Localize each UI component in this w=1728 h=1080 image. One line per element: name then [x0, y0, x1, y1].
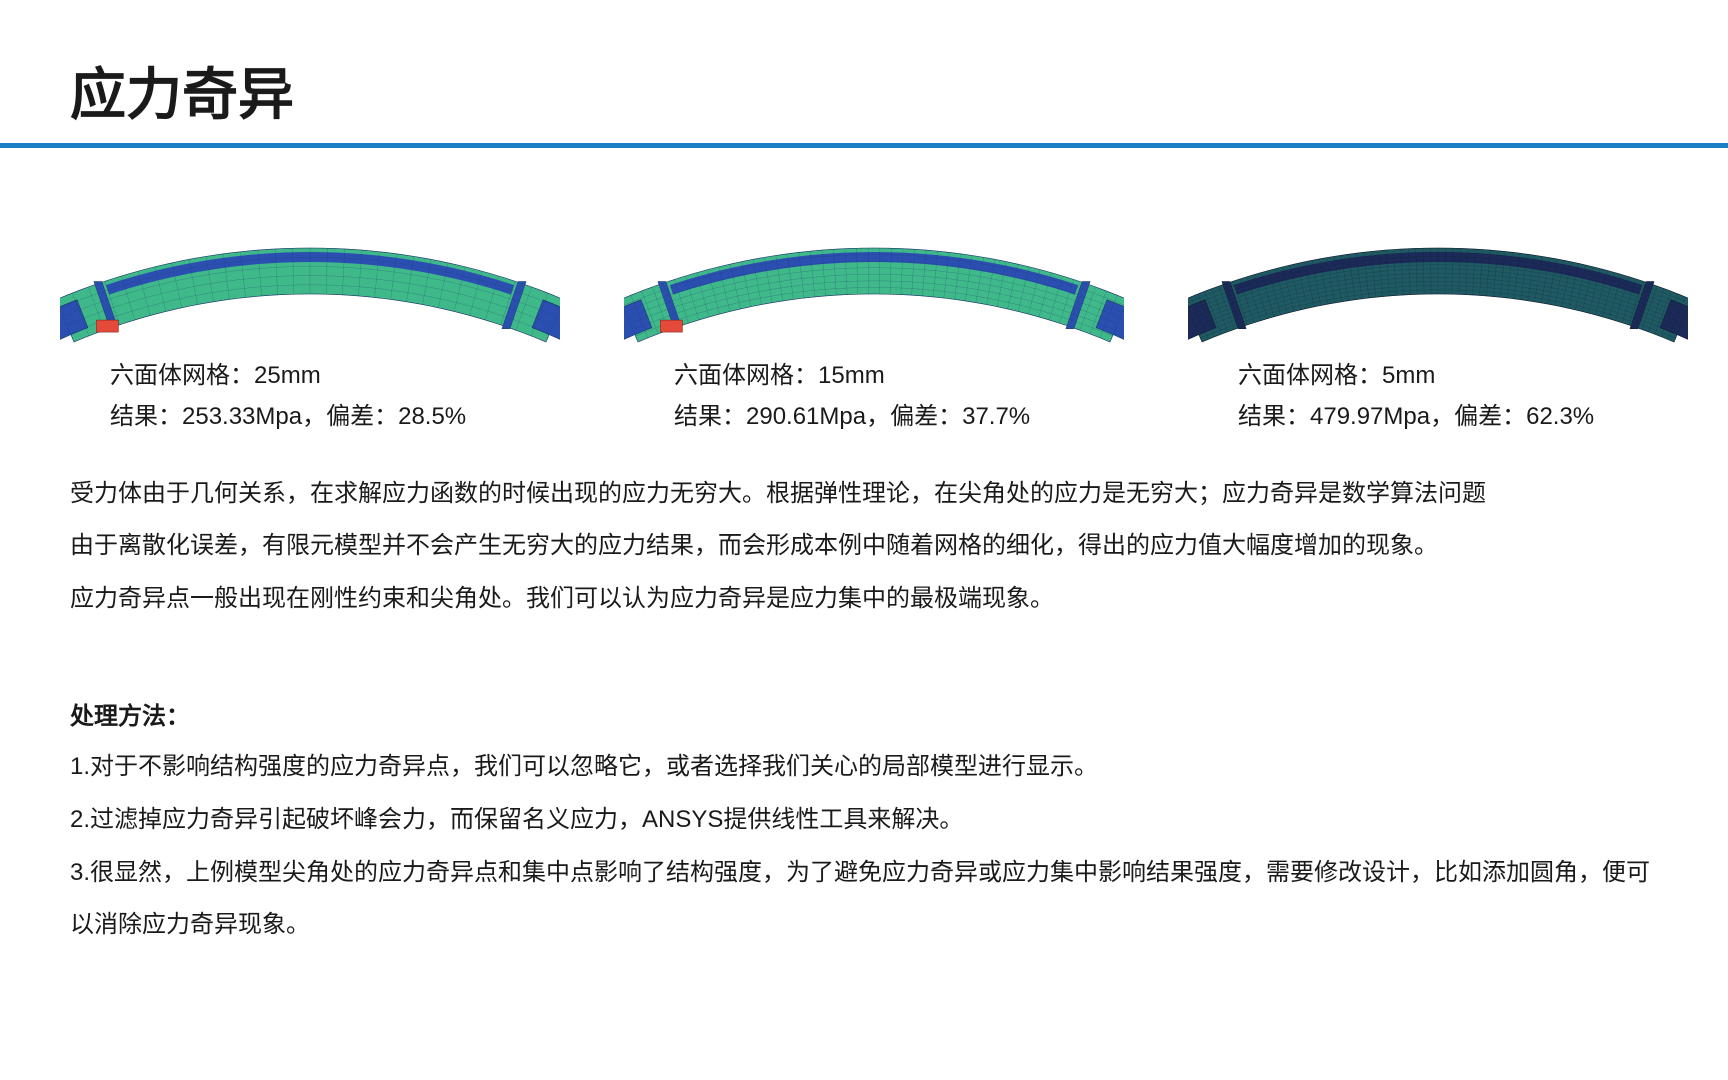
methods-list: 1.对于不影响结构强度的应力奇异点，我们可以忽略它，或者选择我们关心的局部模型进… — [0, 731, 1728, 952]
description-paragraph: 受力体由于几何关系，在求解应力函数的时候出现的应力无穷大。根据弹性理论，在尖角处… — [0, 438, 1728, 626]
method-item-3: 3.很显然，上例模型尖角处的应力奇异点和集中点影响了结构强度，为了避免应力奇异或… — [70, 847, 1658, 953]
para-line-3: 应力奇异点一般出现在刚性约束和尖角处。我们可以认为应力奇异是应力集中的最极端现象… — [70, 573, 1658, 626]
para-line-1: 受力体由于几何关系，在求解应力函数的时候出现的应力无穷大。根据弹性理论，在尖角处… — [70, 468, 1658, 521]
para-line-2: 由于离散化误差，有限元模型并不会产生无穷大的应力结果，而会形成本例中随着网格的细… — [70, 520, 1658, 573]
mesh-figure-1 — [60, 198, 560, 348]
method-item-2: 2.过滤掉应力奇异引起破坏峰会力，而保留名义应力，ANSYS提供线性工具来解决。 — [70, 794, 1658, 847]
mesh-figure-2 — [624, 198, 1124, 348]
figure-3: 六面体网格：5mm 结果：479.97Mpa，偏差：62.3% — [1188, 198, 1688, 438]
figure-1-caption: 六面体网格：25mm 结果：253.33Mpa，偏差：28.5% — [60, 356, 466, 438]
mesh-figure-3 — [1188, 198, 1688, 348]
title-divider — [0, 143, 1728, 148]
figure-3-caption: 六面体网格：5mm 结果：479.97Mpa，偏差：62.3% — [1188, 356, 1594, 438]
figure-2-caption: 六面体网格：15mm 结果：290.61Mpa，偏差：37.7% — [624, 356, 1030, 438]
method-item-1: 1.对于不影响结构强度的应力奇异点，我们可以忽略它，或者选择我们关心的局部模型进… — [70, 741, 1658, 794]
methods-heading: 处理方法： — [0, 626, 1728, 731]
page-title: 应力奇异 — [0, 0, 1728, 143]
figure-1: 六面体网格：25mm 结果：253.33Mpa，偏差：28.5% — [60, 198, 560, 438]
figure-2: 六面体网格：15mm 结果：290.61Mpa，偏差：37.7% — [624, 198, 1124, 438]
figures-row: 六面体网格：25mm 结果：253.33Mpa，偏差：28.5% 六面体网格：1… — [0, 198, 1728, 438]
